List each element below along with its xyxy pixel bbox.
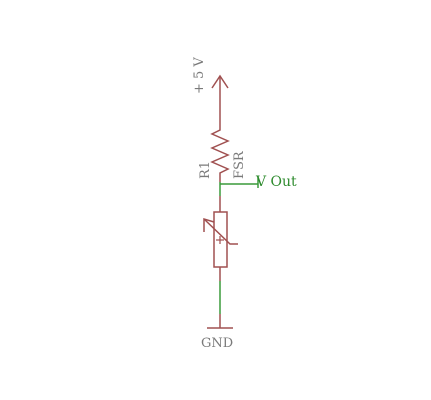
output-label: V Out [255,174,297,190]
fsr-resistor[interactable] [210,122,230,182]
variable-resistor-arrow-icon [203,217,215,232]
ground-symbol[interactable] [207,314,233,329]
output-wire[interactable] [219,176,259,196]
ground-label: GND [201,336,233,351]
supply-label: + 5 V [192,57,207,94]
fsr-value: FSR [232,150,247,179]
fsr-zigzag [210,122,230,182]
supply-arrow-head [211,74,229,89]
variable-resistor-diagonal [203,218,238,245]
supply-symbol[interactable] [211,74,229,122]
variable-resistor[interactable] [203,211,238,268]
fsr-designator: R1 [198,161,213,179]
